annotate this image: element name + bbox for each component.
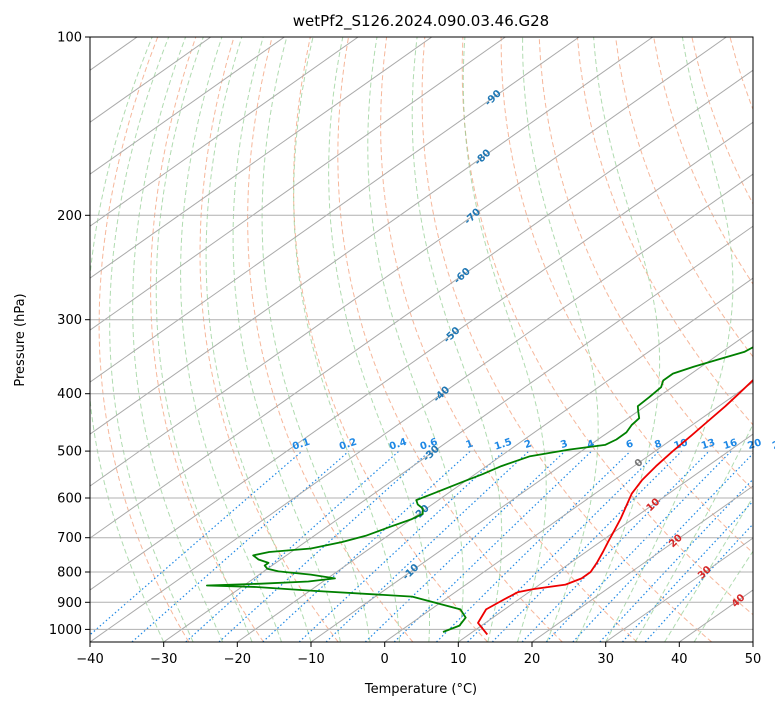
mixing-ratio-label: 3 bbox=[559, 438, 569, 451]
mixing-ratio-line bbox=[467, 450, 660, 642]
y-tick-label: 1000 bbox=[49, 623, 82, 638]
x-axis-label: Temperature (°C) bbox=[364, 682, 477, 697]
dry-adiabat bbox=[292, 37, 488, 642]
mixing-ratio-label: 6 bbox=[625, 438, 635, 451]
y-tick-label: 500 bbox=[57, 445, 82, 460]
skewed-isotherm bbox=[531, 485, 753, 642]
y-tick-label: 800 bbox=[57, 566, 82, 581]
mixing-ratio-line bbox=[572, 452, 753, 642]
mixing-ratio-line bbox=[90, 450, 303, 636]
moist-adiabat bbox=[462, 37, 547, 642]
skewed-isotherm bbox=[90, 37, 727, 487]
y-tick-label: 200 bbox=[57, 209, 82, 224]
x-tick-label: 10 bbox=[450, 652, 467, 667]
x-tick-label: −30 bbox=[150, 652, 177, 667]
skewed-isotherm bbox=[90, 37, 285, 175]
x-axis-ticks: −40 −30 −20 −10 0 10 20 30 40 50 bbox=[76, 642, 761, 667]
moist-adiabat bbox=[693, 550, 753, 642]
mixing-ratio-label: 0.2 bbox=[338, 437, 358, 453]
dewpoint-profile bbox=[206, 346, 753, 633]
mixing-ratio-line bbox=[364, 450, 566, 642]
mixing-ratio-line bbox=[599, 478, 753, 642]
mixing-ratio-line bbox=[521, 450, 710, 642]
moist-adiabat bbox=[180, 37, 282, 642]
mixing-ratio-label: 20 bbox=[746, 437, 763, 452]
moist-adiabat bbox=[575, 37, 661, 642]
y-axis-ticks: 100 200 300 400 500 600 700 800 900 1000 bbox=[49, 31, 90, 638]
y-tick-label: 700 bbox=[57, 531, 82, 546]
profiles bbox=[206, 346, 753, 636]
mixing-ratio-label: 1 bbox=[465, 438, 475, 451]
moist-adiabat bbox=[634, 423, 753, 642]
y-tick-label: 100 bbox=[57, 31, 82, 46]
mixing-ratio-label: 1.5 bbox=[493, 437, 513, 453]
dry-adiabat bbox=[380, 37, 638, 642]
plot-frame bbox=[89, 36, 754, 643]
x-tick-label: 50 bbox=[745, 652, 762, 667]
chart-title: wetPf2_S126.2024.090.03.46.G28 bbox=[293, 12, 549, 31]
moist-adiabat bbox=[328, 37, 430, 642]
mixing-ratio-line bbox=[435, 450, 631, 642]
skewed-isotherm bbox=[605, 537, 753, 642]
skewed-isotherm bbox=[237, 277, 753, 642]
x-tick-label: −20 bbox=[224, 652, 251, 667]
mixing-ratio-label: 0.4 bbox=[388, 437, 408, 453]
x-tick-label: −40 bbox=[76, 652, 103, 667]
moist-adiabat bbox=[411, 37, 503, 642]
skewed-isotherm bbox=[90, 37, 433, 279]
dry-adiabat bbox=[615, 37, 753, 358]
mixing-ratio-line bbox=[491, 450, 683, 642]
mixing-ratio-label: 25 bbox=[771, 437, 775, 452]
x-tick-label: 0 bbox=[381, 652, 389, 667]
dry-adiabat bbox=[150, 37, 264, 642]
moist-adiabat bbox=[605, 37, 734, 642]
skewed-isotherm bbox=[163, 225, 753, 642]
dry-adiabat bbox=[576, 37, 753, 426]
mixing-ratio-label: 2 bbox=[523, 438, 533, 451]
mixing-ratio-label: 16 bbox=[722, 437, 739, 452]
skewed-isotherm bbox=[384, 381, 753, 642]
skewed-isotherm bbox=[90, 37, 359, 227]
x-tick-label: 30 bbox=[597, 652, 614, 667]
mixing-ratio-label: 0.6 bbox=[419, 437, 439, 453]
skewed-isotherm bbox=[310, 329, 753, 642]
skewed-isotherm bbox=[90, 37, 506, 331]
background-lines bbox=[90, 37, 753, 642]
dry-adiabat bbox=[98, 37, 190, 642]
mixing-ratio-line bbox=[298, 450, 505, 642]
mixing-ratio-line bbox=[185, 450, 400, 642]
skewed-isotherm bbox=[90, 37, 654, 435]
dry-adiabat bbox=[461, 37, 753, 616]
skewed-isotherm bbox=[90, 173, 753, 642]
skewed-isotherm bbox=[90, 37, 580, 383]
y-tick-label: 300 bbox=[57, 313, 82, 328]
moist-adiabat bbox=[293, 37, 400, 642]
y-tick-label: 900 bbox=[57, 596, 82, 611]
moist-adiabat bbox=[261, 37, 371, 642]
x-tick-label: 20 bbox=[524, 652, 541, 667]
x-tick-label: 40 bbox=[671, 652, 688, 667]
moist-adiabat bbox=[664, 496, 753, 642]
x-tick-label: −10 bbox=[297, 652, 324, 667]
mixing-ratio-line bbox=[545, 450, 732, 642]
y-axis-label: Pressure (hPa) bbox=[13, 293, 28, 386]
y-tick-label: 400 bbox=[57, 387, 82, 402]
mixing-ratio-label: 8 bbox=[653, 438, 663, 451]
moist-adiabat bbox=[232, 37, 341, 642]
mixing-ratio-label: 4 bbox=[586, 438, 596, 451]
skewed-isotherm bbox=[458, 433, 753, 642]
dry-adiabat bbox=[421, 37, 713, 642]
temperature-profile bbox=[477, 378, 753, 636]
dry-adiabat bbox=[199, 37, 339, 642]
y-tick-label: 600 bbox=[57, 492, 82, 507]
moist-adiabat bbox=[155, 37, 253, 642]
skewed-isotherm bbox=[90, 69, 753, 539]
skewed-isotherm bbox=[90, 121, 753, 591]
mixing-ratio-label: 0.1 bbox=[291, 437, 311, 453]
mixing-ratio-label: 13 bbox=[700, 437, 717, 452]
dry-adiabat bbox=[500, 37, 753, 554]
dry-adiabat bbox=[337, 37, 563, 642]
